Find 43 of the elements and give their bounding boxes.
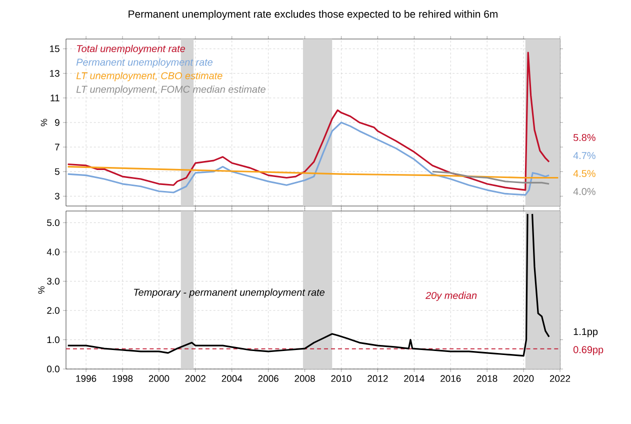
y-tick-label: 5 — [54, 168, 60, 175]
line-series — [432, 170, 550, 185]
y-axis-title: % — [40, 118, 48, 126]
y-tick-label: 3 — [54, 192, 60, 200]
x-tick-label: 2004 — [222, 375, 242, 382]
x-tick-label: 2012 — [368, 375, 388, 382]
y-tick-label: 3.0 — [47, 278, 60, 285]
text: Temporary - permanent unemployment rate — [134, 288, 325, 298]
text: Total unemployment rate — [77, 44, 186, 54]
x-tick-label: 2006 — [258, 375, 278, 382]
x-tick-label: 2000 — [148, 375, 170, 382]
y-tick-label: 7 — [55, 144, 60, 150]
text: 4.0% — [573, 188, 596, 196]
ref-line-label: 20y median — [426, 292, 477, 301]
x-tick-label: 2020 — [513, 375, 534, 382]
x-tick-label: 2010 — [331, 375, 352, 382]
text: LT unemployment, CBO estimate — [76, 72, 222, 82]
text: Permanent unemployment rate — [76, 58, 213, 68]
y-tick-label: 11 — [50, 94, 60, 102]
y-tick-label: 9 — [55, 119, 60, 126]
y-tick-label: 13 — [50, 70, 60, 77]
x-tick-label: 2022 — [550, 375, 570, 382]
x-tick-label: 2002 — [185, 375, 206, 382]
chart-title: Permanent unemployment rate excludes those expected to be rehired within 6m — [128, 10, 498, 20]
y-tick-label: 15 — [50, 46, 60, 52]
x-tick-label: 1998 — [112, 375, 133, 382]
y-axis-title: % — [38, 286, 44, 294]
text: 4.7% — [573, 152, 596, 160]
text: LT unemployment, FOMC median estimate — [76, 85, 266, 95]
y-tick-label: 0.0 — [47, 366, 60, 372]
x-tick-label: 2014 — [404, 375, 424, 382]
text: 1.1pp — [574, 328, 598, 338]
x-tick-label: 1996 — [76, 375, 96, 382]
y-tick-label: 1.0 — [47, 336, 60, 344]
y-tick-label: 2.0 — [47, 307, 60, 314]
y-tick-label: 5.0 — [47, 219, 60, 226]
x-tick-label: 2016 — [440, 375, 461, 382]
x-tick-label: 2018 — [477, 375, 498, 382]
y-tick-label: 4.0 — [46, 248, 60, 256]
x-tick-label: 2008 — [294, 375, 315, 382]
text: 5.8% — [573, 134, 596, 142]
text: 4.5% — [573, 170, 596, 178]
text: 0.69pp — [573, 346, 604, 356]
